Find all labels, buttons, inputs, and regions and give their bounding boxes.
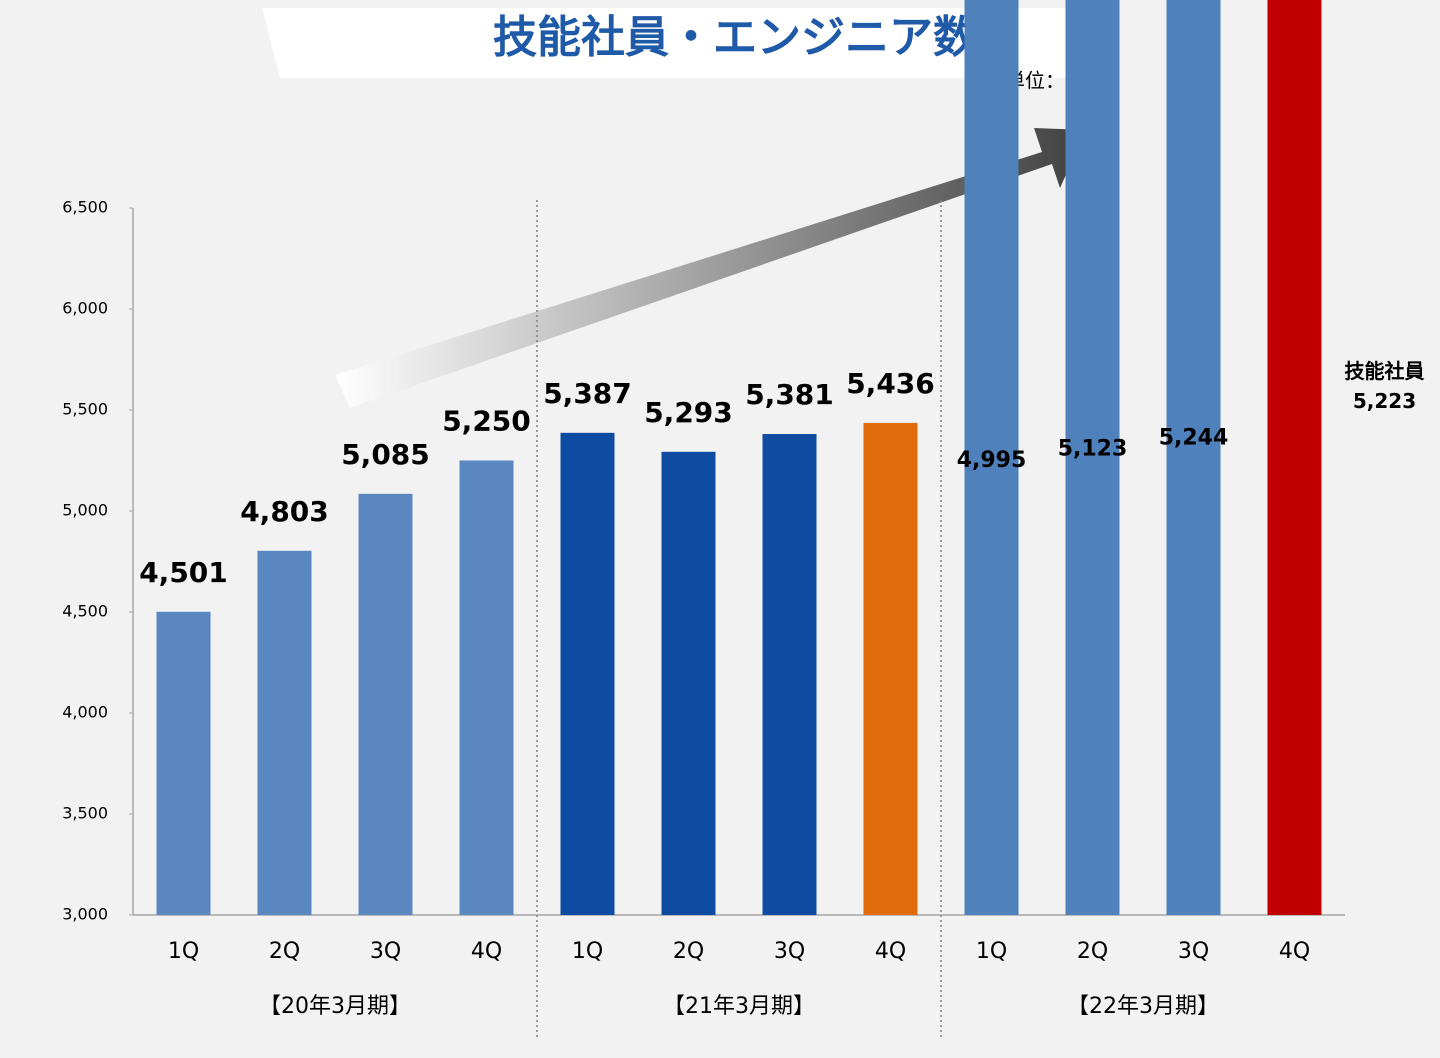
series-name: 技能社員	[1345, 359, 1425, 383]
group-label: 【20年3月期】	[259, 994, 411, 1019]
trend-arrow	[335, 128, 1086, 408]
x-tick-label: 2Q	[673, 939, 704, 964]
bar	[459, 460, 514, 915]
total-label: 5,381	[745, 378, 834, 411]
total-label: 5,293	[644, 396, 733, 429]
x-tick-label: 3Q	[774, 939, 805, 964]
total-label: 4,803	[240, 495, 329, 528]
bar	[358, 493, 413, 915]
bar	[762, 434, 817, 915]
x-tick-label: 1Q	[168, 939, 199, 964]
y-tick-label: 3,500	[62, 804, 108, 823]
x-tick-label: 4Q	[1279, 939, 1310, 964]
y-tick-label: 4,500	[62, 602, 108, 621]
data-label: 5,123	[1058, 436, 1128, 461]
x-tick-label: 3Q	[1178, 939, 1209, 964]
data-label: 4,995	[957, 448, 1027, 473]
total-label: 5,387	[543, 377, 632, 410]
y-tick-label: 5,500	[62, 400, 108, 419]
group-label: 【21年3月期】	[663, 994, 815, 1019]
total-label: 4,501	[139, 556, 228, 589]
y-tick-label: 6,000	[62, 299, 108, 318]
x-tick-label: 1Q	[976, 939, 1007, 964]
y-tick-label: 4,000	[62, 703, 108, 722]
bar-segment	[1267, 0, 1322, 916]
bar	[257, 550, 312, 915]
x-tick-label: 2Q	[1077, 939, 1108, 964]
x-tick-label: 4Q	[471, 939, 502, 964]
total-label: 5,436	[846, 367, 935, 400]
x-tick-label: 4Q	[875, 939, 906, 964]
x-tick-label: 1Q	[572, 939, 603, 964]
x-tick-label: 3Q	[370, 939, 401, 964]
title-tab	[262, 8, 1108, 78]
chart-title: 技能社員・エンジニア数	[493, 12, 977, 63]
y-tick-label: 6,500	[62, 198, 108, 217]
data-label: 5,244	[1159, 425, 1229, 450]
bar	[863, 422, 918, 915]
total-label: 5,250	[442, 405, 531, 438]
group-label: 【22年3月期】	[1067, 994, 1219, 1019]
bar-segment	[1166, 0, 1221, 915]
bar-segment	[1065, 0, 1120, 915]
x-tick-label: 2Q	[269, 939, 300, 964]
bar	[156, 611, 211, 915]
data-label: 5,223	[1353, 389, 1416, 413]
y-tick-label: 5,000	[62, 501, 108, 520]
total-label: 5,085	[341, 438, 430, 471]
bar	[560, 432, 615, 915]
y-tick-label: 3,000	[62, 905, 108, 924]
bar	[661, 451, 716, 915]
bar-segment	[964, 0, 1019, 915]
